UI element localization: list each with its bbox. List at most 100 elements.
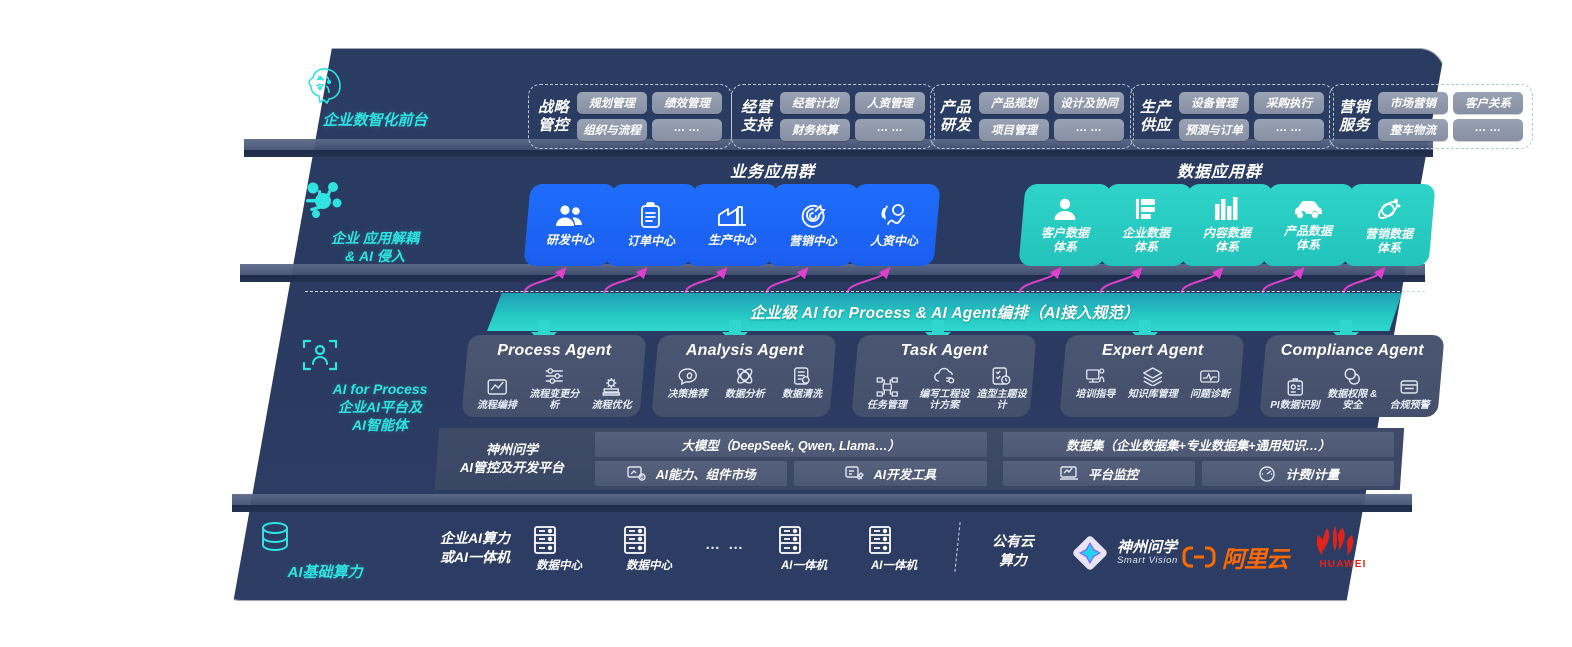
group-marketing-service[interactable]: 营销 服务 市场营销 客户关系 整车物流 … … (1329, 84, 1534, 149)
speech-bulb-icon (676, 366, 698, 386)
group-operations[interactable]: 经营 支持 经营计划 人资管理 财务核算 … … (731, 84, 936, 149)
molecule-icon (300, 178, 450, 224)
agent-title: Compliance Agent (1280, 342, 1424, 359)
ai-banner-label: 企业级 AI for Process & AI Agent编排（AI接入规范） (749, 305, 1140, 322)
card-label: 人资中心 (869, 233, 919, 248)
card-label: 内容数据 体系 (1202, 225, 1251, 254)
agent-feature[interactable]: 数据清洗 (774, 366, 829, 400)
target-icon (799, 202, 827, 230)
app-card-rd-center[interactable]: 研发中心 (523, 184, 617, 266)
data-card-content[interactable]: 内容数据 体系 (1180, 184, 1274, 266)
agent-feature[interactable]: 数据分析 (717, 366, 772, 400)
rail-ai-for-process: AI for Process 企业AI平台及 AI智能体 (300, 335, 460, 435)
gauge-icon (1257, 465, 1277, 482)
group-chip[interactable]: 绩效管理 (652, 92, 723, 114)
person-scan-icon (300, 335, 460, 375)
agent-task[interactable]: Task Agent 任务管理 编写工程设计方案 造型主题设计 (851, 335, 1037, 417)
group-chip[interactable]: … … (652, 119, 723, 141)
platform-right-column: 数据集（企业数据集+专业数据集+通用知识…） 平台监控 计费/计量 (995, 428, 1403, 490)
group-chip[interactable]: 设计及协同 (1054, 92, 1125, 114)
rail-label: 企业 应用解耦 & AI 侵入 (331, 230, 419, 264)
rail-ai-compute: AI基础算力 (255, 518, 395, 583)
app-card-hr-center[interactable]: 人资中心 (847, 184, 941, 266)
agent-feature[interactable]: 数据权限 & 安全 (1325, 366, 1380, 411)
group-product-rd[interactable]: 产品 研发 产品规划 设计及协同 项目管理 … … (930, 84, 1135, 149)
agent-feature[interactable]: 问题诊断 (1182, 366, 1237, 400)
agent-feature-label: 流程编排 (476, 400, 517, 411)
group-chip[interactable]: … … (855, 119, 926, 141)
agent-feature[interactable]: 决策推荐 (660, 366, 715, 400)
enterprise-compute-label: 企业AI算力 或AI一体机 (440, 530, 510, 565)
group-title: 营销 服务 (1339, 99, 1371, 134)
platform-monitor-button[interactable]: 平台监控 (1002, 461, 1195, 486)
dataset-row[interactable]: 数据集（企业数据集+专业数据集+通用知识…） (1002, 432, 1394, 457)
agent-compliance[interactable]: Compliance Agent PI数据识别 数据权限 & 安全 合规预警 (1259, 335, 1445, 417)
infra-node-aio-1[interactable]: AI一体机 (775, 524, 833, 574)
group-chip[interactable]: 组织与流程 (577, 119, 648, 141)
logo-smart-vision[interactable]: 神州问学 Smart Vision (1070, 533, 1178, 573)
logo-huawei[interactable]: HUAWEI (1310, 524, 1376, 570)
server-icon (530, 524, 588, 556)
infra-node-datacenter-2[interactable]: 数据中心 (620, 524, 678, 574)
platform-name: 神州问学 AI管控及开发平台 (437, 428, 587, 490)
group-strategy[interactable]: 战略 管控 规划管理 绩效管理 组织与流程 … … (528, 84, 733, 149)
llm-row[interactable]: 大模型（DeepSeek, Qwen, Llama…） (595, 432, 987, 457)
group-chip[interactable]: 采购执行 (1254, 92, 1325, 114)
agent-feature[interactable]: 造型主题设计 (974, 366, 1029, 411)
data-card-product[interactable]: 产品数据 体系 (1261, 184, 1355, 266)
data-card-customer[interactable]: 客户数据 体系 (1018, 184, 1112, 266)
data-card-enterprise[interactable]: 企业数据 体系 (1099, 184, 1193, 266)
agent-feature[interactable]: 知识库管理 (1125, 366, 1180, 400)
user-solid-icon (1052, 196, 1078, 222)
agent-process[interactable]: Process Agent 流程编排 流程变更分析 流程优化 (461, 335, 647, 417)
group-chip[interactable]: 客户关系 (1453, 92, 1524, 114)
group-chip[interactable]: 整车物流 (1378, 119, 1449, 141)
ai-devtool-button[interactable]: AI开发工具 (794, 461, 987, 486)
agent-feature[interactable]: 流程变更分析 (527, 366, 582, 411)
agent-feature[interactable]: 培训指导 (1068, 366, 1123, 400)
group-chip[interactable]: … … (1054, 119, 1125, 141)
group-chip[interactable]: 财务核算 (780, 119, 851, 141)
group-chip[interactable]: … … (1254, 119, 1325, 141)
cloud-gear-icon (933, 366, 955, 386)
group-production-supply[interactable]: 生产 供应 设备管理 采购执行 预测与订单 … … (1130, 84, 1335, 149)
app-card-order-center[interactable]: 订单中心 (604, 184, 698, 266)
agent-feature-label: 造型主题设计 (976, 389, 1027, 411)
infra-node-datacenter-1[interactable]: 数据中心 (530, 524, 588, 574)
infra-node-aio-2[interactable]: AI一体机 (865, 524, 923, 574)
agent-analysis[interactable]: Analysis Agent 决策推荐 数据分析 数据清洗 (651, 335, 837, 417)
group-title: 生产 供应 (1140, 99, 1172, 134)
group-chip[interactable]: 经营计划 (780, 92, 851, 114)
agent-feature-label: 数据分析 (724, 389, 765, 400)
agent-feature[interactable]: 合规预警 (1382, 377, 1437, 411)
rail-front-office: 企业数智化前台 (300, 62, 450, 131)
agent-expert[interactable]: Expert Agent 培训指导 知识库管理 问题诊断 (1059, 335, 1245, 417)
rail-label: AI基础算力 (287, 564, 363, 581)
group-chip[interactable]: 人资管理 (855, 92, 926, 114)
infra-node-label: 数据中心 (536, 560, 582, 572)
factory-icon (717, 203, 747, 229)
agent-feature[interactable]: 任务管理 (859, 377, 914, 411)
group-chip[interactable]: 预测与订单 (1179, 119, 1250, 141)
network-icon (876, 377, 898, 397)
server-icon (620, 524, 678, 556)
logo-aliyun[interactable]: 阿里云 (1182, 540, 1289, 574)
ai-capability-market-button[interactable]: AI能力、组件市场 (595, 461, 788, 486)
agent-feature[interactable]: PI数据识别 (1267, 377, 1322, 411)
group-chip[interactable]: … … (1453, 119, 1524, 141)
billing-button[interactable]: 计费/计量 (1201, 461, 1394, 486)
group-chip[interactable]: 设备管理 (1179, 92, 1250, 114)
app-card-production-center[interactable]: 生产中心 (685, 184, 779, 266)
group-title: 产品 研发 (940, 99, 972, 134)
doc-check-icon (991, 366, 1013, 386)
data-card-marketing[interactable]: 营销数据 体系 (1342, 184, 1436, 266)
agent-feature[interactable]: 流程优化 (584, 377, 639, 411)
app-card-marketing-center[interactable]: 营销中心 (766, 184, 860, 266)
agent-feature[interactable]: 流程编排 (469, 377, 524, 411)
agent-feature[interactable]: 编写工程设计方案 (917, 366, 972, 411)
group-chip[interactable]: 项目管理 (979, 119, 1050, 141)
agent-feature-label: 编写工程设计方案 (919, 389, 970, 411)
group-chip[interactable]: 规划管理 (577, 92, 648, 114)
group-chip[interactable]: 产品规划 (979, 92, 1050, 114)
group-chip[interactable]: 市场营销 (1378, 92, 1449, 114)
